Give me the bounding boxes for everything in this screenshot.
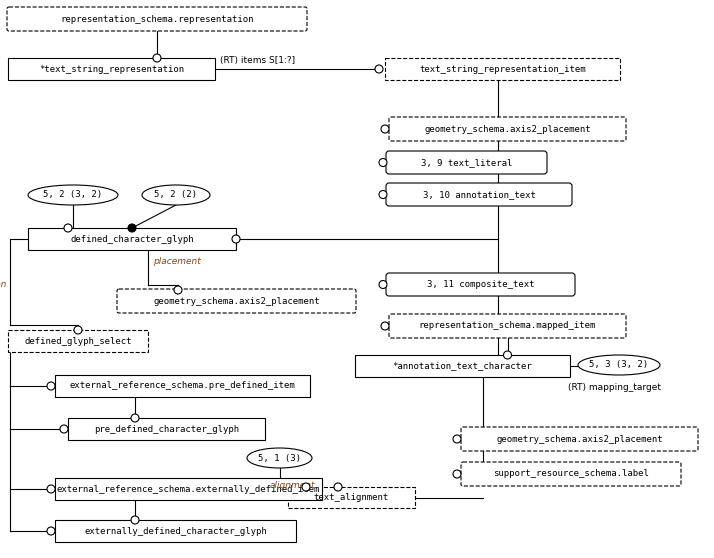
- Circle shape: [131, 516, 139, 524]
- Circle shape: [453, 470, 461, 478]
- Text: 3, 10 annotation_text: 3, 10 annotation_text: [423, 190, 536, 199]
- Circle shape: [232, 235, 240, 243]
- Circle shape: [453, 435, 461, 443]
- Circle shape: [381, 322, 389, 330]
- Text: geometry_schema.axis2_placement: geometry_schema.axis2_placement: [424, 124, 590, 133]
- Text: text_string_representation_item: text_string_representation_item: [419, 65, 585, 74]
- Circle shape: [302, 483, 310, 491]
- FancyBboxPatch shape: [461, 462, 681, 486]
- Circle shape: [379, 158, 387, 166]
- FancyBboxPatch shape: [461, 427, 698, 451]
- Circle shape: [128, 224, 136, 232]
- FancyBboxPatch shape: [386, 183, 572, 206]
- FancyBboxPatch shape: [386, 151, 547, 174]
- Text: pre_defined_character_glyph: pre_defined_character_glyph: [94, 425, 239, 434]
- Bar: [55, 375, 310, 397]
- Bar: [28, 228, 236, 250]
- FancyBboxPatch shape: [389, 117, 626, 141]
- Circle shape: [47, 527, 55, 535]
- Circle shape: [47, 382, 55, 390]
- Text: geometry_schema.axis2_placement: geometry_schema.axis2_placement: [154, 296, 320, 305]
- Circle shape: [503, 351, 511, 359]
- Text: text_alignment: text_alignment: [314, 493, 389, 502]
- Circle shape: [379, 281, 387, 288]
- Text: 5, 2 (2): 5, 2 (2): [154, 190, 198, 200]
- Ellipse shape: [28, 185, 118, 205]
- Text: *annotation_text_character: *annotation_text_character: [393, 362, 533, 371]
- Bar: [385, 58, 620, 80]
- Circle shape: [64, 224, 72, 232]
- Text: 3, 9 text_literal: 3, 9 text_literal: [421, 158, 512, 167]
- Text: geometry_schema.axis2_placement: geometry_schema.axis2_placement: [496, 435, 663, 444]
- FancyBboxPatch shape: [389, 314, 626, 338]
- Text: (RT) items S[1:?]: (RT) items S[1:?]: [220, 56, 295, 65]
- Text: support_resource_schema.label: support_resource_schema.label: [493, 469, 649, 479]
- FancyBboxPatch shape: [7, 7, 307, 31]
- FancyBboxPatch shape: [386, 273, 575, 296]
- Bar: [8, 58, 215, 80]
- Bar: [288, 487, 415, 508]
- FancyBboxPatch shape: [117, 289, 356, 313]
- Ellipse shape: [142, 185, 210, 205]
- Bar: [55, 478, 322, 500]
- Text: external_reference_schema.pre_defined_item: external_reference_schema.pre_defined_it…: [70, 382, 296, 391]
- Text: defined_glyph_select: defined_glyph_select: [24, 336, 132, 345]
- Text: (RT) mapping_target: (RT) mapping_target: [568, 382, 661, 392]
- Text: representation_schema.mapped_item: representation_schema.mapped_item: [419, 321, 596, 330]
- Ellipse shape: [247, 448, 312, 468]
- Circle shape: [74, 326, 82, 334]
- Text: 3, 11 composite_text: 3, 11 composite_text: [427, 280, 534, 289]
- Ellipse shape: [578, 355, 660, 375]
- Text: 5, 3 (3, 2): 5, 3 (3, 2): [590, 360, 648, 369]
- Circle shape: [375, 65, 383, 73]
- Bar: [8, 330, 148, 352]
- Circle shape: [153, 54, 161, 62]
- Text: *text_string_representation: *text_string_representation: [39, 65, 184, 74]
- Bar: [355, 355, 570, 377]
- Circle shape: [131, 414, 139, 422]
- Circle shape: [379, 190, 387, 199]
- Text: external_reference_schema.externally_defined_item: external_reference_schema.externally_def…: [57, 484, 320, 493]
- Text: placement: placement: [153, 257, 201, 267]
- Circle shape: [174, 286, 182, 294]
- Text: 5, 1 (3): 5, 1 (3): [258, 454, 301, 463]
- Text: representation_schema.representation: representation_schema.representation: [60, 15, 253, 23]
- Circle shape: [381, 125, 389, 133]
- Text: defined_character_glyph: defined_character_glyph: [70, 234, 193, 243]
- Text: 5, 2 (3, 2): 5, 2 (3, 2): [44, 190, 103, 200]
- Text: definition: definition: [0, 280, 7, 289]
- Circle shape: [60, 425, 68, 433]
- Text: alignment: alignment: [270, 481, 316, 490]
- Bar: [55, 520, 296, 542]
- Text: externally_defined_character_glyph: externally_defined_character_glyph: [84, 527, 267, 536]
- Circle shape: [334, 483, 342, 491]
- Bar: [68, 418, 265, 440]
- Circle shape: [47, 485, 55, 493]
